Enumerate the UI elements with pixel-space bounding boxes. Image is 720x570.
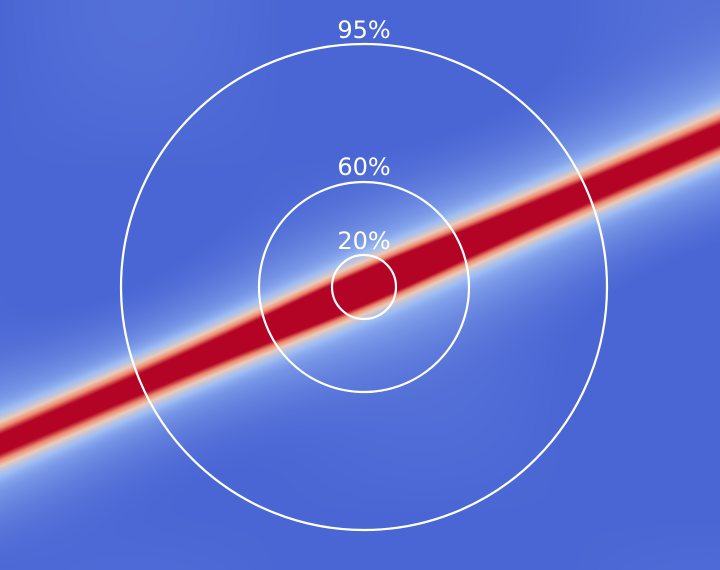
ring-95 bbox=[119, 42, 609, 532]
ring-60 bbox=[257, 180, 471, 394]
ring-label-95: 95% bbox=[337, 16, 390, 44]
ring-label-20: 20% bbox=[337, 227, 390, 255]
ring-20 bbox=[330, 253, 398, 321]
ring-label-60: 60% bbox=[337, 153, 390, 181]
